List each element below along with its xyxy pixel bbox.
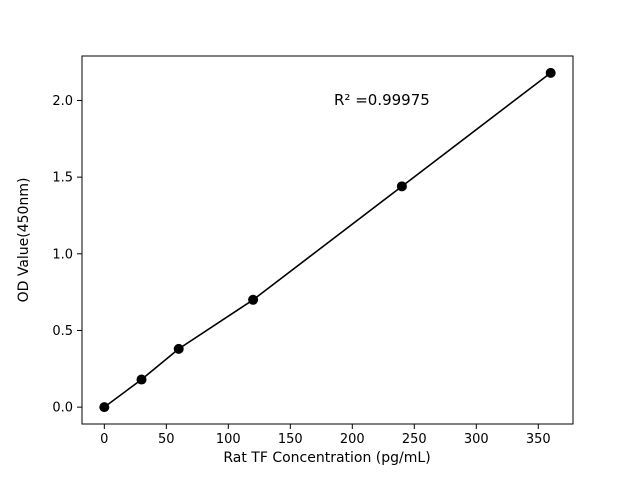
x-tick-label: 250	[402, 432, 427, 447]
x-tick-label: 350	[526, 432, 551, 447]
x-tick-label: 200	[340, 432, 365, 447]
x-tick-label: 300	[464, 432, 489, 447]
x-tick-label: 50	[158, 432, 175, 447]
x-tick-label: 100	[216, 432, 241, 447]
r-squared-annotation: R² =0.99975	[334, 91, 430, 109]
data-point	[396, 181, 407, 192]
axes-spines	[81, 55, 574, 425]
y-tick-label: 2.0	[52, 94, 73, 109]
data-point	[99, 402, 110, 413]
data-point	[545, 67, 556, 78]
y-tick-label: 0.0	[52, 401, 73, 416]
y-tick-label: 1.0	[52, 247, 73, 262]
x-tick-label: 0	[100, 432, 108, 447]
y-tick-label: 1.5	[52, 171, 73, 186]
data-point	[173, 343, 184, 354]
fit-line	[103, 72, 552, 408]
plot-area: 0 50 100 150 200 250 300 350 0.0 0.5 1.0 1.5 2.0	[52, 55, 574, 447]
x-tick-label: 150	[278, 432, 303, 447]
y-axis-label: OD Value(450nm)	[16, 178, 32, 303]
y-tick-label: 0.5	[52, 324, 73, 339]
x-axis-label: Rat TF Concentration (pg/mL)	[223, 450, 430, 466]
data-point	[136, 374, 147, 385]
data-point	[248, 294, 259, 305]
